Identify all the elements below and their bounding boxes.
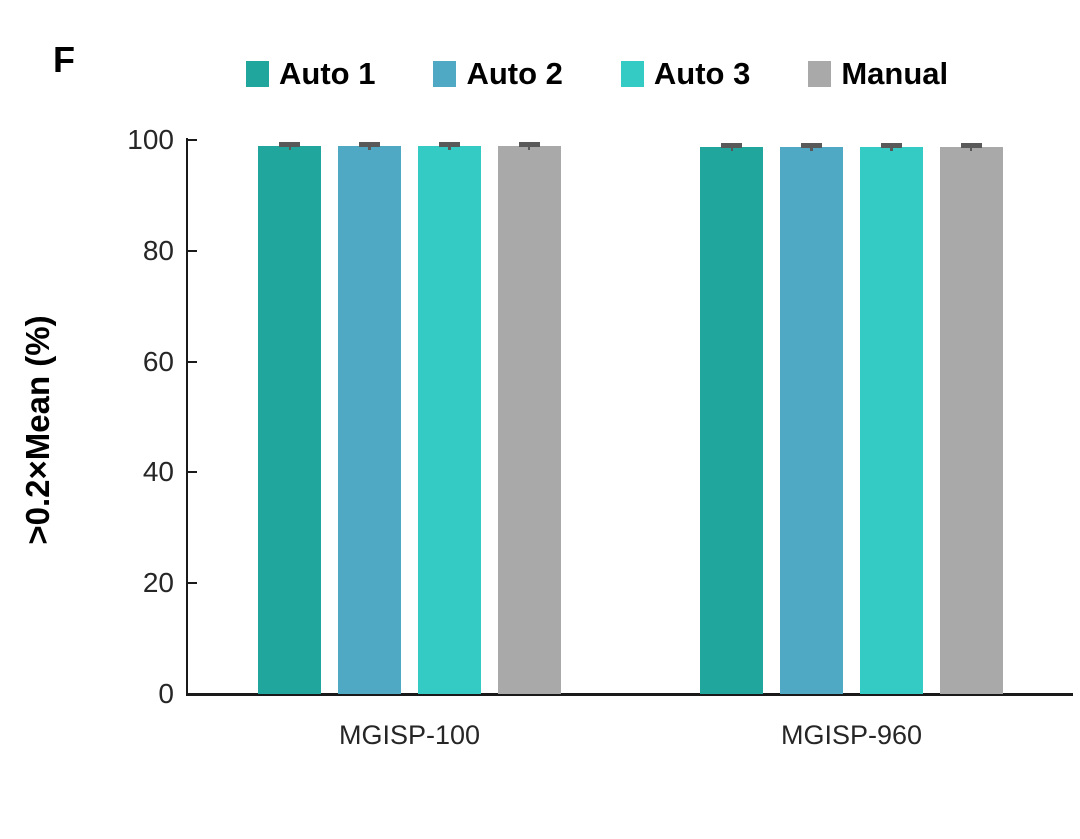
error-bar-cap [960,143,982,149]
legend-label: Auto 2 [466,56,563,91]
legend-swatch-icon [808,60,832,87]
legend-item-manual: Manual [808,58,948,89]
legend-item-auto-1: Auto 1 [246,58,375,89]
y-tick-mark [187,693,197,695]
legend-item-auto-3: Auto 3 [620,56,751,91]
legend-label: Auto 1 [279,56,376,91]
bar-manual-mgisp-100 [497,145,561,694]
legend-swatch-icon [620,60,644,87]
error-bar-cap [801,143,823,149]
y-tick-label: 80 [142,234,174,266]
y-tick-mark [187,249,197,252]
y-tick-label: 0 [158,678,174,709]
legend-label: Manual [841,56,949,91]
error-bar-cap [518,142,540,148]
y-tick-label: 60 [142,345,174,377]
y-tick-mark [187,139,197,141]
error-bar-cap [880,143,902,149]
legend-label: Auto 3 [653,56,751,91]
legend-item-auto-2: Auto 2 [433,56,563,91]
y-tick-label: 40 [142,456,174,488]
bar-manual-mgisp-960 [939,146,1003,694]
x-category-label-mgisp-960: MGISP-960 [780,720,923,750]
error-bar-cap [721,143,743,149]
error-bar-cap [359,142,381,148]
legend: Auto 1 Auto 2 Auto 3 Manual [246,58,948,89]
y-tick-label: 100 [127,124,174,155]
y-tick-label: 20 [142,567,174,599]
legend-swatch-icon [433,60,457,87]
bar-auto-2-mgisp-100 [338,145,402,694]
y-tick-mark [187,582,197,585]
y-axis-line [186,138,188,696]
bar-auto-3-mgisp-960 [859,146,923,694]
x-axis-line [186,693,1073,696]
y-tick-mark [187,360,197,363]
x-category-label-mgisp-100: MGISP-100 [338,720,481,750]
legend-swatch-icon [246,60,269,87]
bar-auto-2-mgisp-960 [780,146,844,694]
y-tick-mark [187,471,197,474]
bar-auto-3-mgisp-100 [417,145,481,694]
error-bar-cap [438,142,460,148]
bar-auto-1-mgisp-100 [258,145,322,694]
bar-auto-1-mgisp-960 [700,146,764,694]
panel-label: F [53,39,75,80]
error-bar-cap [279,142,301,148]
